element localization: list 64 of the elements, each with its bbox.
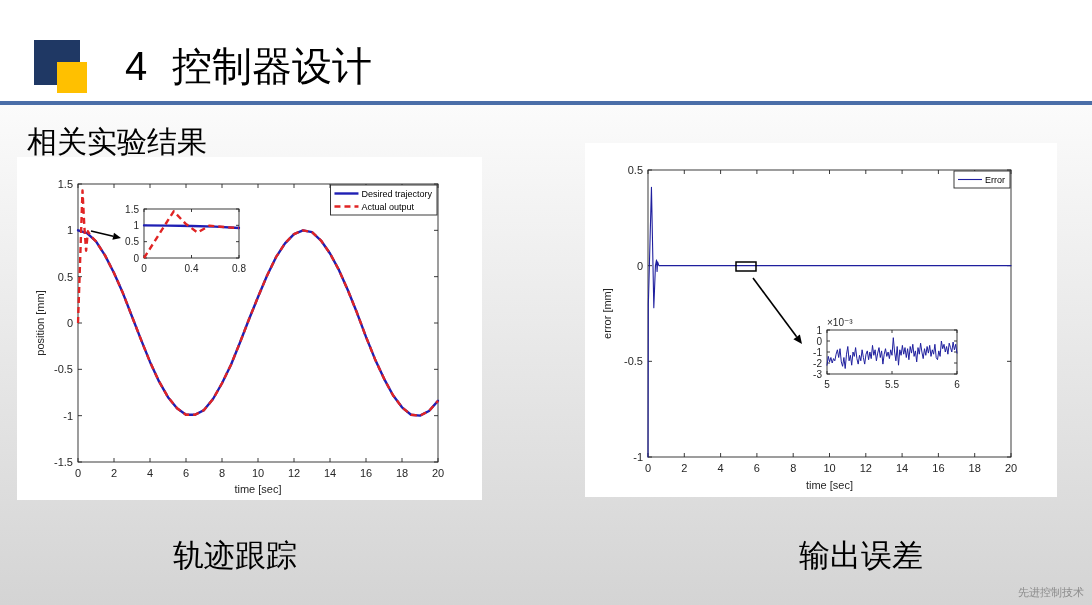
x-tick-label: 14	[895, 462, 909, 474]
y-tick-label: 1.5	[125, 203, 140, 215]
line-series	[826, 337, 958, 369]
y-tick-label: -0.5	[54, 363, 73, 376]
annotation: ×10⁻³	[827, 317, 854, 328]
text: 4 控制器设计	[125, 44, 373, 88]
legend-label: Actual output	[361, 201, 415, 212]
text: 相关实验结果	[27, 125, 207, 158]
x-tick-label: 20	[1004, 462, 1018, 474]
x-tick-label: 20	[431, 467, 445, 479]
x-tick-label: 16	[359, 467, 373, 479]
y-tick-label: 1.5	[57, 177, 73, 190]
x-tick-label: 10	[823, 462, 836, 474]
x-tick-label: 0	[644, 462, 652, 474]
x-tick-label: 2	[110, 467, 118, 479]
x-axis-title: time [sec]	[805, 479, 854, 491]
y-tick-label: 1	[66, 224, 73, 237]
y-tick-label: -1.5	[54, 455, 73, 468]
x-tick-label: 8	[218, 467, 226, 479]
y-axis-title: error [mm]	[601, 288, 613, 339]
x-tick-label: 6	[954, 379, 961, 390]
x-tick-label: 18	[968, 462, 981, 474]
legend-label: Desired trajectory	[361, 188, 433, 199]
y-tick-label: -1	[633, 450, 643, 463]
x-tick-label: 14	[323, 467, 337, 479]
legend-label: Error	[985, 174, 1005, 185]
x-tick-label: 4	[146, 467, 154, 479]
x-tick-label: 0.8	[232, 263, 247, 274]
line-series	[647, 186, 1012, 458]
x-tick-label: 5	[824, 379, 831, 390]
x-tick-label: 0.4	[184, 263, 199, 274]
y-tick-label: 0.5	[57, 270, 73, 283]
x-tick-label: 5.5	[885, 379, 900, 390]
y-tick-label: 0.5	[125, 236, 140, 248]
x-axis-title: time [sec]	[234, 483, 282, 495]
y-tick-label: -0.5	[624, 355, 643, 368]
y-tick-label: -2	[813, 357, 823, 369]
x-tick-label: 0	[74, 467, 82, 479]
y-tick-label: 0	[133, 252, 140, 264]
y-tick-label: -1	[813, 346, 823, 358]
x-tick-label: 16	[932, 462, 945, 474]
x-tick-label: 6	[753, 462, 760, 474]
y-tick-label: 1	[816, 324, 823, 336]
text: 轨迹跟踪	[173, 538, 297, 573]
y-tick-label: -3	[813, 368, 823, 380]
y-tick-label: 0.5	[627, 163, 643, 176]
y-tick-label: 1	[133, 219, 140, 231]
x-tick-label: 6	[182, 467, 190, 479]
text: 先进控制技术	[1018, 586, 1084, 598]
x-tick-label: 0	[141, 263, 148, 274]
line-series	[76, 229, 440, 417]
y-tick-label: 0	[816, 335, 823, 347]
y-tick-label: -1	[63, 409, 73, 422]
line-series	[76, 189, 440, 417]
x-tick-label: 18	[395, 467, 409, 479]
y-tick-label: 0	[66, 316, 73, 329]
x-tick-label: 10	[251, 467, 265, 479]
x-tick-label: 12	[287, 467, 301, 479]
x-tick-label: 8	[790, 462, 797, 474]
text: 输出误差	[799, 538, 923, 573]
x-tick-label: 2	[681, 462, 688, 474]
x-tick-label: 4	[717, 462, 724, 474]
x-tick-label: 12	[859, 462, 872, 474]
y-axis-title: position [mm]	[34, 290, 46, 356]
